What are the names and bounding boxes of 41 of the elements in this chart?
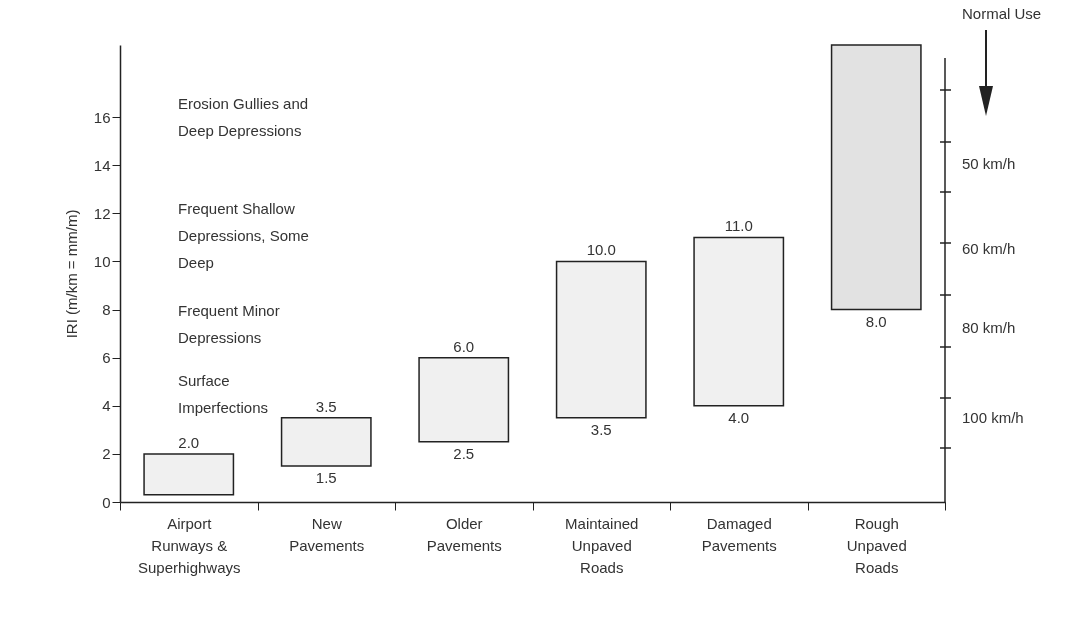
y-tick-label: 14 [93, 156, 111, 174]
annotation: Frequent Shallow Depressions, Some Deep [178, 200, 309, 271]
y-tick-label: 2 [102, 445, 111, 463]
data-label: 2.0 [178, 433, 200, 451]
bar [280, 417, 372, 467]
x-tick-label: Maintained Unpaved Roads [565, 514, 639, 576]
y-tick-label: 0 [102, 493, 111, 511]
annotation: 8.0 [865, 312, 887, 330]
annotation: Frequent Minor Depressions [178, 302, 280, 346]
annotation: 3.5 [590, 420, 612, 438]
bar [555, 260, 647, 419]
x-tick-label: Older Pavements [426, 514, 502, 554]
annotation: 2.5 [453, 444, 475, 462]
x-tick-label: Airport Runways & Superhighways [137, 514, 241, 576]
text: 50 km/h [962, 155, 1016, 172]
data-label: 6.0 [453, 337, 475, 355]
x-tick-label: Damaged Pavements [701, 514, 777, 554]
annotation: Erosion Gullies and Deep Depressions [178, 95, 309, 139]
bar [418, 356, 510, 443]
y-axis-title: IRI (m/km = mm/m) [62, 209, 80, 339]
data-label: 10.0 [586, 241, 616, 259]
text: Normal Use [962, 5, 1042, 22]
text: 60 km/h [962, 240, 1016, 257]
bar [693, 236, 785, 407]
text: 80 km/h [962, 319, 1016, 336]
y-tick-label: 16 [93, 108, 111, 126]
bar [143, 453, 235, 496]
text: 100 km/h [962, 409, 1024, 426]
data-label: 11.0 [724, 217, 753, 235]
annotation: 1.5 [315, 468, 337, 486]
annotation: Surface Imperfections [178, 372, 269, 416]
annotation: 4.0 [728, 408, 750, 426]
y-tick-label: 8 [102, 301, 111, 319]
y-tick-label: 10 [93, 252, 111, 270]
x-tick-label: Rough Unpaved Roads [846, 514, 907, 576]
data-label: 3.5 [315, 397, 337, 415]
x-tick-label: New Pavements [289, 514, 365, 554]
y-tick-label: 4 [102, 397, 111, 415]
y-tick-label: 6 [102, 349, 111, 367]
bar [830, 44, 922, 311]
y-tick-label: 12 [93, 204, 111, 222]
